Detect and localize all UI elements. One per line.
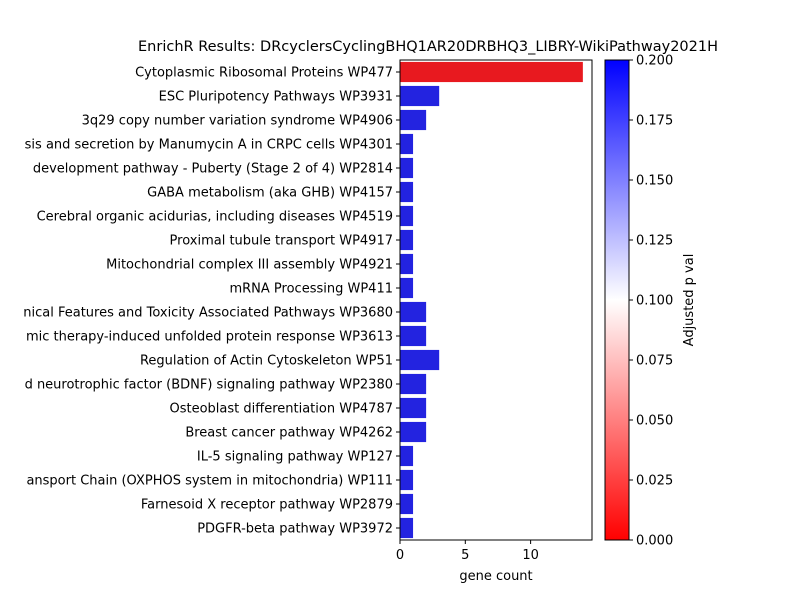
bar <box>400 421 427 443</box>
chart-title: EnrichR Results: DRcyclersCyclingBHQ1AR2… <box>138 39 718 55</box>
colorbar-tick-label: 0.200 <box>636 54 673 69</box>
bar <box>400 253 414 275</box>
colorbar-label: Adjusted p val <box>682 254 697 347</box>
category-label: nical Features and Toxicity Associated P… <box>23 306 393 321</box>
colorbar-tick-label: 0.075 <box>636 354 673 369</box>
colorbar-tick-label: 0.000 <box>636 534 673 549</box>
bar <box>400 493 414 515</box>
bar <box>400 181 414 203</box>
category-label: Osteoblast differentiation WP4787 <box>170 402 394 417</box>
bar <box>400 109 427 131</box>
bar <box>400 349 440 371</box>
bar <box>400 301 427 323</box>
colorbar-tick-label: 0.100 <box>636 294 673 309</box>
colorbar-tick-label: 0.025 <box>636 474 673 489</box>
bar <box>400 61 583 83</box>
category-label: mic therapy-induced unfolded protein res… <box>26 330 393 345</box>
category-label: ansport Chain (OXPHOS system in mitochon… <box>26 474 393 489</box>
bar <box>400 205 414 227</box>
category-label: sis and secretion by Manumycin A in CRPC… <box>25 138 393 153</box>
bar <box>400 229 414 251</box>
colorbar-ticks: 0.000 0.025 0.050 0.075 0.100 0.125 0.150 0.175… <box>629 54 673 549</box>
category-labels: Cytoplasmic Ribosomal Proteins WP477 ESC … <box>23 66 400 537</box>
category-label: 3q29 copy number variation syndrome WP49… <box>82 114 393 129</box>
bar <box>400 277 414 299</box>
colorbar-tick-label: 0.125 <box>636 234 673 249</box>
x-tick-label: 5 <box>461 548 469 563</box>
colorbar-tick-label: 0.050 <box>636 414 673 429</box>
bar <box>400 373 427 395</box>
category-label: development pathway - Puberty (Stage 2 o… <box>33 162 393 177</box>
plot-frame <box>399 59 593 541</box>
category-label: Cytoplasmic Ribosomal Proteins WP477 <box>135 66 393 81</box>
colorbar-tick-label: 0.150 <box>636 174 673 189</box>
bar <box>400 325 427 347</box>
bar <box>400 133 414 155</box>
bars-group <box>400 61 583 539</box>
category-label: PDGFR-beta pathway WP3972 <box>197 522 393 537</box>
bar <box>400 517 414 539</box>
category-label: Cerebral organic acidurias, including di… <box>37 210 393 225</box>
colorbar <box>604 59 630 541</box>
category-label: Mitochondrial complex III assembly WP492… <box>106 258 393 273</box>
bar <box>400 445 414 467</box>
category-label: Farnesoid X receptor pathway WP2879 <box>141 498 393 513</box>
bar <box>400 469 414 491</box>
bar <box>400 397 427 419</box>
x-tick-label: 10 <box>522 548 539 563</box>
category-label: Regulation of Actin Cytoskeleton WP51 <box>140 354 393 369</box>
colorbar-tick-label: 0.175 <box>636 114 673 129</box>
category-label: Breast cancer pathway WP4262 <box>185 426 393 441</box>
category-label: GABA metabolism (aka GHB) WP4157 <box>147 186 393 201</box>
bar <box>400 85 440 107</box>
category-label: mRNA Processing WP411 <box>229 282 393 297</box>
category-label: d neurotrophic factor (BDNF) signaling p… <box>25 378 393 393</box>
x-axis-label: gene count <box>459 569 532 584</box>
category-label: IL-5 signaling pathway WP127 <box>197 450 393 465</box>
bar <box>400 157 414 179</box>
category-label: Proximal tubule transport WP4917 <box>170 234 393 249</box>
x-axis: 0 5 10 <box>396 540 539 563</box>
category-label: ESC Pluripotency Pathways WP3931 <box>159 90 393 105</box>
x-tick-label: 0 <box>396 548 404 563</box>
